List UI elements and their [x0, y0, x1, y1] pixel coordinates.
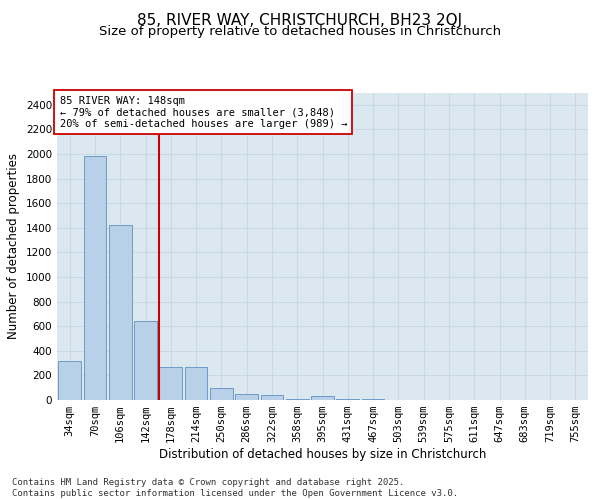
- X-axis label: Distribution of detached houses by size in Christchurch: Distribution of detached houses by size …: [159, 448, 486, 461]
- Bar: [160, 367, 182, 400]
- Text: Contains HM Land Registry data © Crown copyright and database right 2025.
Contai: Contains HM Land Registry data © Crown c…: [12, 478, 458, 498]
- Bar: [134, 322, 157, 400]
- Bar: [235, 394, 258, 400]
- Bar: [210, 388, 233, 400]
- Bar: [185, 368, 208, 400]
- Text: 85, RIVER WAY, CHRISTCHURCH, BH23 2QJ: 85, RIVER WAY, CHRISTCHURCH, BH23 2QJ: [137, 12, 463, 28]
- Text: Size of property relative to detached houses in Christchurch: Size of property relative to detached ho…: [99, 25, 501, 38]
- Bar: [58, 360, 81, 400]
- Bar: [109, 226, 131, 400]
- Text: 85 RIVER WAY: 148sqm
← 79% of detached houses are smaller (3,848)
20% of semi-de: 85 RIVER WAY: 148sqm ← 79% of detached h…: [59, 96, 347, 129]
- Bar: [311, 396, 334, 400]
- Bar: [83, 156, 106, 400]
- Y-axis label: Number of detached properties: Number of detached properties: [7, 153, 20, 339]
- Bar: [260, 395, 283, 400]
